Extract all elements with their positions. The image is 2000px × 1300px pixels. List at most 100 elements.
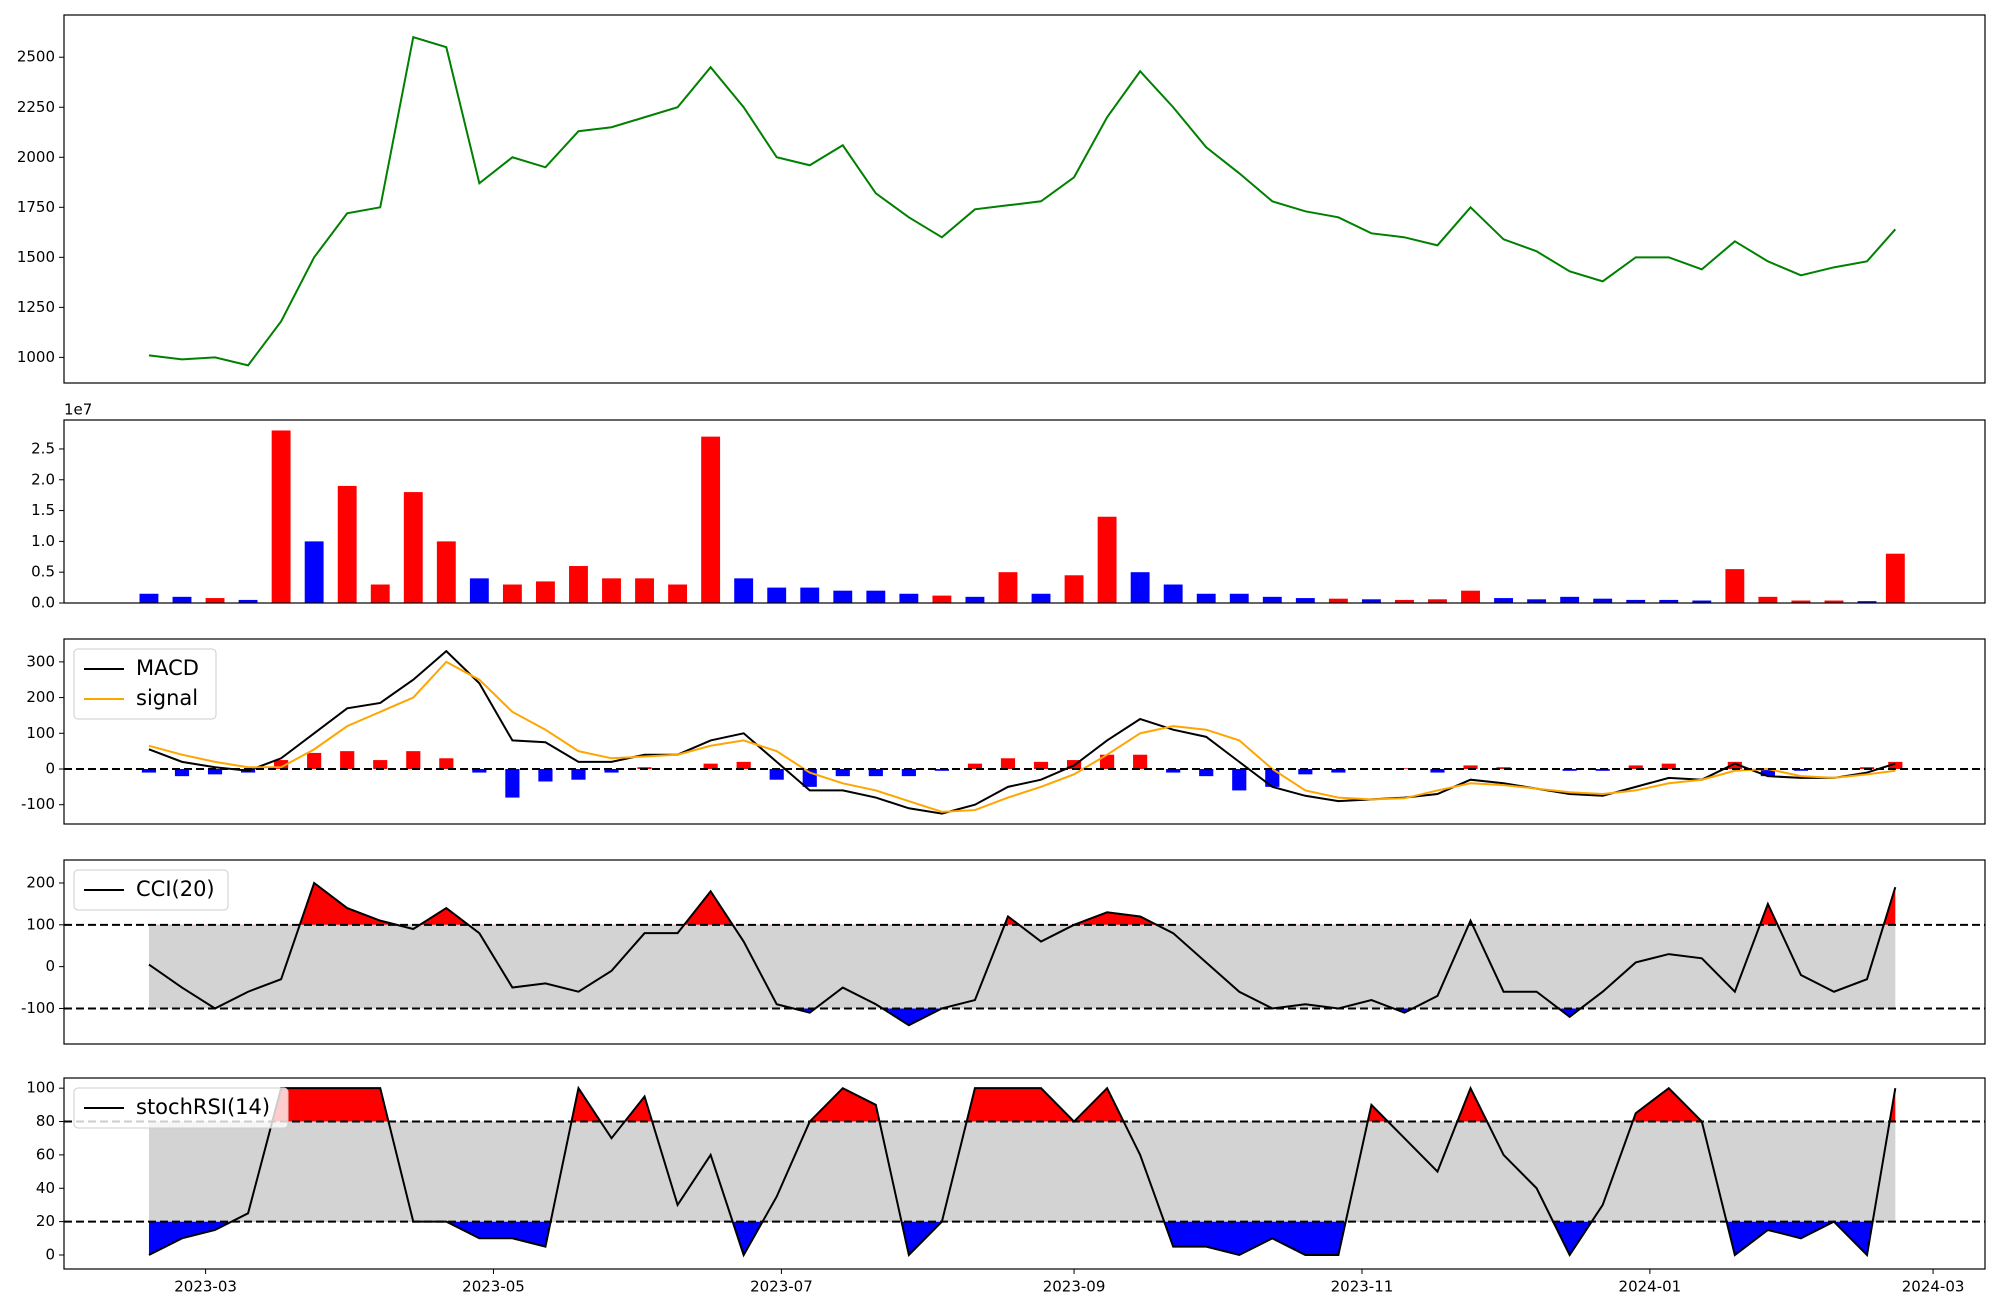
volume-bar	[602, 578, 621, 603]
y-tick-label: 0.5	[31, 563, 55, 581]
volume-bar	[1824, 600, 1844, 603]
y-tick-label: 0	[45, 1245, 55, 1263]
x-tick-label: 2023-09	[1043, 1278, 1106, 1296]
y-tick-label: 100	[26, 724, 55, 742]
y-tick-label: 0	[45, 957, 55, 975]
volume-bar	[1885, 553, 1905, 603]
plot-area	[148, 35, 1897, 367]
histogram-bar	[1496, 767, 1511, 769]
histogram-bar	[571, 769, 586, 780]
volume-bar	[800, 587, 820, 603]
y-tick-label: 2000	[17, 148, 55, 166]
volume-bar	[767, 587, 787, 603]
series-line	[148, 35, 1897, 367]
histogram-bar	[373, 760, 388, 769]
volume-bar	[1064, 575, 1084, 603]
volume-bar	[1163, 584, 1183, 603]
volume-bar	[1097, 516, 1117, 603]
volume-bar	[1130, 572, 1150, 603]
plot-area	[139, 430, 1905, 603]
histogram-bar	[174, 769, 190, 777]
y-tick-label: 2500	[17, 48, 55, 66]
volume-bar	[1395, 599, 1414, 603]
histogram-bar	[1397, 768, 1412, 769]
histogram-bar	[769, 769, 784, 780]
y-tick-label: 2250	[17, 98, 55, 116]
panel-frame	[63, 638, 1986, 825]
band	[148, 924, 1896, 1009]
band	[148, 1121, 1896, 1222]
plot-area	[64, 881, 1985, 1027]
histogram-bar	[274, 760, 289, 769]
histogram-bar	[1661, 763, 1676, 769]
volume-bar	[1461, 590, 1480, 603]
volume-bar	[337, 485, 357, 603]
y-tick-label: 0	[45, 760, 55, 778]
volume-bar	[1494, 598, 1514, 603]
histogram-bar	[1331, 769, 1346, 773]
panel-frame	[63, 14, 1986, 384]
histogram-bar	[1232, 769, 1247, 791]
y-tick-label: 1000	[17, 348, 55, 366]
volume-bar	[866, 590, 886, 603]
histogram-bar	[604, 769, 619, 773]
y-tick-label: 2.5	[31, 439, 55, 457]
overbought-fill	[148, 1088, 1896, 1122]
legend-label: stochRSI(14)	[136, 1095, 270, 1119]
x-tick-label: 2024-01	[1619, 1278, 1682, 1296]
histogram-bar	[1727, 761, 1742, 769]
volume-bar	[403, 492, 423, 603]
volume-bar	[436, 541, 456, 603]
histogram-bar	[1888, 761, 1903, 769]
histogram-bar	[141, 769, 157, 773]
histogram-bar	[1033, 761, 1049, 769]
x-tick-label: 2023-07	[750, 1278, 813, 1296]
volume-bar	[1262, 596, 1282, 603]
legend-label: MACD	[136, 656, 199, 680]
series-line	[148, 649, 1896, 815]
y-tick-label: 200	[26, 874, 55, 892]
histogram-bar	[307, 752, 322, 769]
volume-bar	[1659, 599, 1679, 603]
y-tick-label: 80	[36, 1112, 55, 1130]
histogram-bar	[1463, 765, 1478, 769]
plot-area	[64, 649, 1985, 815]
histogram-bar	[538, 769, 553, 782]
y-tick-label: 1.0	[31, 532, 55, 550]
volume-bar	[1295, 598, 1315, 603]
volume-bar	[370, 584, 390, 603]
volume-bar	[833, 590, 853, 603]
volume-bar	[205, 598, 225, 603]
volume-bar	[1692, 600, 1712, 603]
volume-bar	[139, 593, 159, 603]
volume-bar	[701, 436, 721, 603]
y-tick-label: 1750	[17, 198, 55, 216]
panel-frame	[63, 419, 1986, 604]
volume-bar	[271, 430, 291, 603]
panel-frame	[63, 1077, 1986, 1270]
histogram-bar	[340, 751, 355, 769]
legend-box	[73, 869, 229, 911]
panel-frame	[63, 859, 1986, 1045]
volume-bar	[635, 578, 654, 603]
histogram-bar	[1430, 769, 1445, 773]
volume-bar	[1229, 593, 1249, 603]
histogram-bar	[967, 763, 983, 769]
legend-label: CCI(20)	[136, 877, 215, 901]
y-tick-label: 1.5	[31, 501, 55, 519]
series-line	[148, 660, 1896, 813]
y-tick-label: 100	[26, 1079, 55, 1097]
legend-box	[73, 648, 217, 720]
y-tick-label: 40	[36, 1179, 55, 1197]
y-tick-label: -100	[21, 999, 55, 1017]
histogram-bar	[1760, 769, 1775, 777]
volume-bar	[932, 595, 952, 603]
legend-label: signal	[136, 686, 198, 710]
histogram-bar	[406, 751, 421, 769]
x-tick-label: 2024-03	[1902, 1278, 1965, 1296]
y-tick-label: 2.0	[31, 470, 55, 488]
volume-bar	[1857, 601, 1877, 603]
histogram-bar	[1000, 758, 1016, 769]
volume-bar	[304, 541, 324, 603]
